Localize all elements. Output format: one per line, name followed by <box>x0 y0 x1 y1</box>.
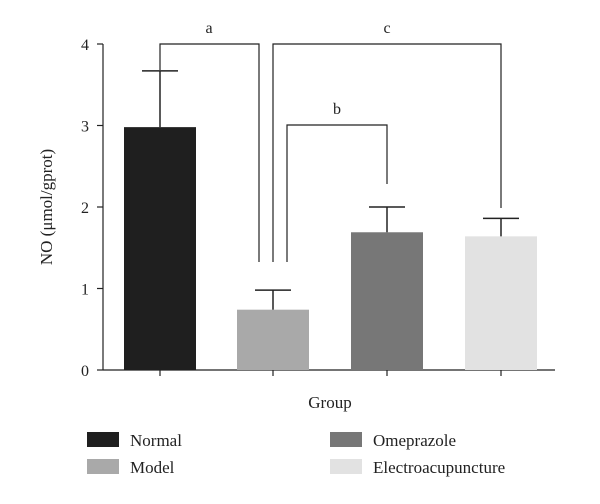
bar-normal <box>124 127 196 370</box>
legend-swatch-omeprazole <box>330 432 362 447</box>
y-tick-label: 1 <box>81 282 89 299</box>
y-tick-label: 2 <box>81 200 89 217</box>
significance-bracket-b <box>286 124 388 262</box>
y-ticks: 0 1 2 3 4 <box>81 37 103 380</box>
significance-bracket-c <box>272 43 502 262</box>
legend-label-model: Model <box>130 458 175 477</box>
legend: Normal Model Omeprazole Electroacupuncture <box>87 431 505 477</box>
legend-swatch-normal <box>87 432 119 447</box>
legend-swatch-electroacupuncture <box>330 459 362 474</box>
legend-swatch-model <box>87 459 119 474</box>
y-tick-label: 4 <box>81 37 89 54</box>
y-tick-label: 3 <box>81 119 89 136</box>
legend-label-normal: Normal <box>130 431 182 450</box>
significance-label-c: c <box>383 20 390 37</box>
legend-label-electroacupuncture: Electroacupuncture <box>373 458 505 477</box>
bar-omeprazole <box>351 232 423 370</box>
significance-label-b: b <box>333 101 341 118</box>
bar-model <box>237 309 309 370</box>
significance-bracket-a <box>159 43 260 262</box>
bars <box>124 70 537 370</box>
x-axis-label: Group <box>308 393 351 412</box>
significance-label-a: a <box>205 20 212 37</box>
x-ticks <box>159 370 502 376</box>
legend-label-omeprazole: Omeprazole <box>373 431 456 450</box>
y-tick-label: 0 <box>81 363 89 380</box>
bar-electroacupuncture <box>465 236 537 370</box>
y-axis-label: NO (μmol/gprot) <box>37 149 56 265</box>
significance-brackets: a b c <box>159 20 502 262</box>
